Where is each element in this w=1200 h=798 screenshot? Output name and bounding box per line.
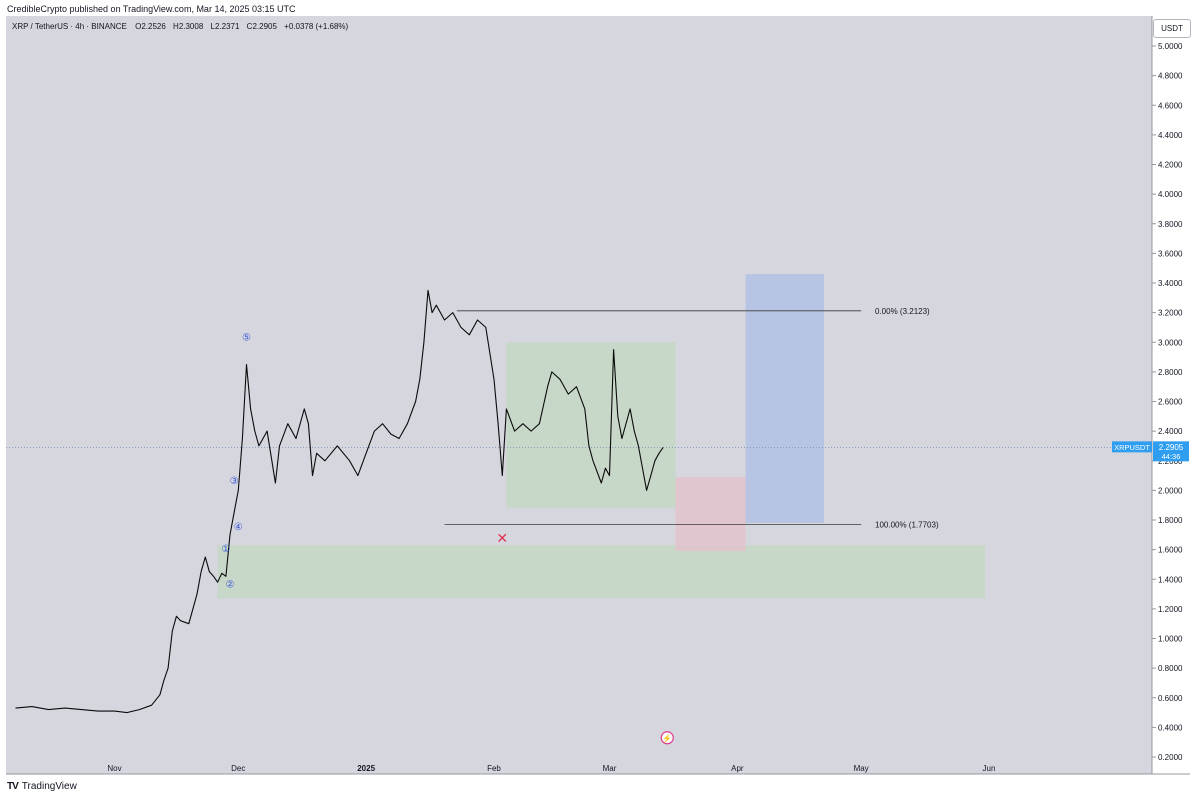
ohlc-high: H2.3008 (173, 22, 204, 31)
price-axis-label: 4.6000 (1158, 101, 1183, 110)
price-axis-label: 4.4000 (1158, 131, 1183, 140)
price-axis-label: 1.4000 (1158, 575, 1183, 584)
price-tag-value-box (1153, 441, 1189, 462)
price-axis-label: 3.4000 (1158, 279, 1183, 288)
price-axis-label: 1.2000 (1158, 605, 1183, 614)
price-axis-label: 2.2000 (1158, 457, 1183, 466)
price-axis-label: 4.0000 (1158, 190, 1183, 199)
price-tag-countdown: 44:36 (1162, 452, 1181, 461)
ohlc-open: O2.2526 (135, 22, 166, 31)
price-tag-value: 2.2905 (1159, 443, 1184, 452)
symbol-title: XRP / TetherUS · 4h · BINANCE (12, 22, 127, 31)
price-axis-label: 4.2000 (1158, 161, 1183, 170)
price-axis-label: 3.2000 (1158, 309, 1183, 318)
symbol-legend: XRP / TetherUS · 4h · BINANCE O2.2526 H2… (12, 22, 348, 31)
price-axis-label: 3.0000 (1158, 338, 1183, 347)
price-axis-label: 2.4000 (1158, 427, 1183, 436)
footer-brand: TradingView (21, 781, 77, 792)
price-axis-label: 5.0000 (1158, 42, 1183, 51)
price-axis-label: 2.0000 (1158, 486, 1183, 495)
chart-pane[interactable] (6, 16, 1152, 774)
currency-button[interactable]: USDT (1153, 19, 1191, 38)
price-axis-label: 1.6000 (1158, 546, 1183, 555)
price-axis-label: 0.6000 (1158, 694, 1183, 703)
price-axis-label: 3.8000 (1158, 220, 1183, 229)
price-axis-label: 3.6000 (1158, 249, 1183, 258)
price-change: +0.0378 (+1.68%) (284, 22, 349, 31)
price-axis-label: 2.6000 (1158, 398, 1183, 407)
publisher-line: CredibleCrypto published on TradingView.… (7, 4, 296, 14)
price-axis-label: 1.0000 (1158, 635, 1183, 644)
ohlc-close: C2.2905 (246, 22, 277, 31)
price-axis-label: 0.8000 (1158, 664, 1183, 673)
footer: TV TradingView (7, 781, 77, 792)
price-axis-label: 2.8000 (1158, 368, 1183, 377)
price-axis-label: 0.4000 (1158, 723, 1183, 732)
price-axis-label: 0.2000 (1158, 753, 1183, 762)
tradingview-logo-icon: TV (7, 781, 19, 792)
price-axis-label: 4.8000 (1158, 72, 1183, 81)
price-axis-label: 1.8000 (1158, 516, 1183, 525)
ohlc-low: L2.2371 (210, 22, 240, 31)
